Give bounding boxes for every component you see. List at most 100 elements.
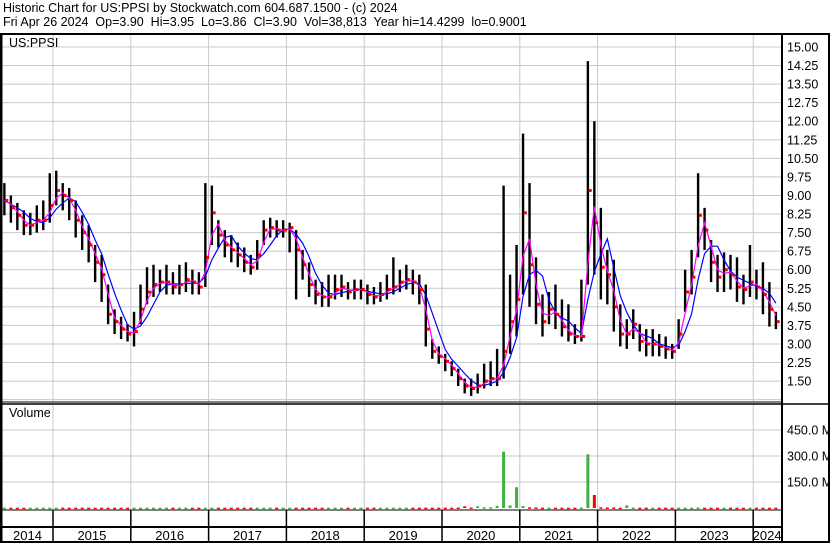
close-marker — [471, 387, 475, 391]
close-marker — [569, 332, 573, 336]
volume-bar — [592, 495, 596, 508]
close-marker — [394, 285, 398, 289]
price-tick-label: 3.00 — [787, 337, 811, 351]
price-tick-label: 4.50 — [787, 300, 811, 314]
close-marker — [31, 223, 35, 227]
volume-bar — [301, 507, 305, 510]
volume-bar — [625, 505, 629, 508]
close-marker — [251, 265, 255, 269]
price-tick-label: 1.50 — [787, 375, 811, 389]
volume-bar — [210, 507, 214, 510]
price-bar — [145, 267, 149, 305]
volume-bar — [275, 507, 279, 510]
close-marker — [89, 243, 93, 247]
price-bar — [61, 183, 64, 211]
close-marker — [588, 189, 592, 193]
close-marker — [621, 332, 625, 336]
close-marker — [647, 342, 651, 346]
close-marker — [121, 327, 125, 331]
close-marker — [57, 189, 61, 193]
volume-bar — [404, 507, 408, 510]
price-tick-label: 12.00 — [787, 115, 818, 129]
close-marker — [283, 228, 287, 232]
volume-bar — [657, 507, 661, 510]
close-marker — [627, 332, 631, 336]
volume-bar — [158, 507, 162, 510]
price-bar — [424, 284, 427, 347]
volume-bar — [22, 507, 26, 510]
volume-bar — [126, 507, 130, 510]
price-bar — [42, 200, 45, 231]
price-bar — [683, 269, 687, 312]
close-marker — [82, 231, 86, 235]
volume-bar — [417, 507, 421, 510]
volume-bar — [430, 507, 434, 510]
close-marker — [452, 367, 456, 371]
price-bar — [385, 274, 389, 300]
close-marker — [232, 248, 236, 252]
volume-bar — [534, 507, 538, 509]
year-axis: 2014 2015 2016 2017 2018 2019 2020 2021 2022 2023… — [13, 510, 782, 543]
close-marker — [705, 228, 709, 232]
price-bar — [366, 284, 369, 305]
price-bar — [35, 205, 38, 233]
close-marker — [556, 312, 560, 316]
volume-bar — [683, 507, 687, 510]
volume-bar — [651, 507, 655, 510]
price-bar — [256, 240, 259, 270]
close-marker — [549, 307, 553, 311]
close-marker — [407, 278, 411, 282]
close-marker — [154, 283, 158, 287]
volume-bar — [54, 507, 58, 510]
close-marker — [504, 349, 508, 353]
volume-bar — [352, 507, 356, 510]
price-tick-label: 15.00 — [787, 41, 818, 55]
close-marker — [134, 330, 138, 334]
close-marker — [582, 335, 586, 339]
volume-bar — [359, 507, 363, 510]
price-bar — [333, 274, 337, 300]
volume-bar — [197, 507, 201, 510]
price-bar — [444, 353, 447, 372]
year-label: 2019 — [389, 528, 418, 543]
close-marker — [420, 288, 424, 292]
close-marker — [102, 273, 106, 277]
close-marker — [316, 292, 320, 296]
close-marker — [270, 226, 274, 230]
close-marker — [329, 295, 333, 299]
price-bar — [93, 244, 97, 283]
volume-bar — [9, 507, 13, 510]
volume-bar — [288, 507, 292, 510]
close-marker — [770, 307, 774, 311]
volume-axis: 450.0 M 300.0 M 150.0 M — [787, 424, 830, 490]
price-bar — [119, 316, 123, 340]
close-marker — [426, 327, 430, 331]
volume-bar — [586, 454, 590, 508]
close-marker — [368, 292, 372, 296]
volume-bar — [391, 507, 395, 510]
volume-bar — [340, 507, 344, 510]
price-tick-label: 6.75 — [787, 245, 811, 259]
volume-bar — [553, 507, 557, 510]
price-bar — [476, 373, 479, 394]
close-marker — [147, 290, 151, 294]
price-bar — [223, 230, 227, 258]
volume-bar — [93, 507, 97, 510]
price-tick-label: 5.25 — [787, 282, 811, 296]
price-bar — [320, 282, 324, 307]
volume-bar — [644, 507, 648, 510]
volume-bar — [631, 507, 635, 509]
price-bar — [508, 274, 512, 354]
volume-bar — [618, 507, 622, 510]
price-bar — [327, 274, 330, 307]
volume-bar — [495, 505, 499, 508]
volume-bar — [48, 507, 52, 510]
close-marker — [95, 260, 99, 264]
volume-bar — [443, 507, 447, 510]
price-bar — [457, 368, 460, 387]
price-bar — [230, 235, 233, 263]
price-bar — [405, 264, 408, 290]
price-bar — [281, 220, 285, 238]
volume-bar — [294, 507, 298, 510]
volume-bar — [177, 507, 181, 510]
